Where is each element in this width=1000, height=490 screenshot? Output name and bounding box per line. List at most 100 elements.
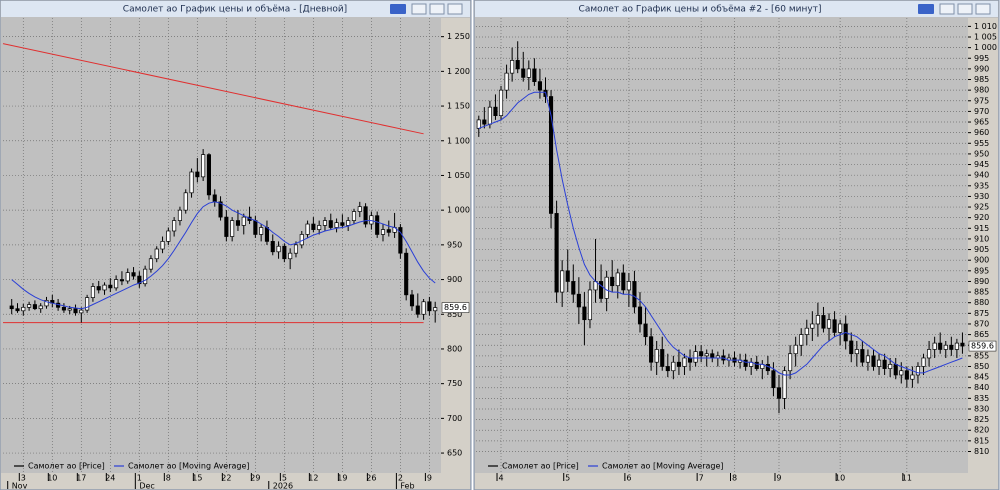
candle-body [493,106,498,117]
x-tick-label: 15 [192,474,202,483]
candle-body [427,301,432,312]
pin-button[interactable] [390,4,406,14]
candle-body [317,225,322,230]
candle-body [860,349,865,363]
candle-body [487,106,492,125]
candle-body [154,248,159,260]
candle-body [305,223,310,235]
candle-body [85,297,90,311]
x-tick-label: 2 [398,474,403,483]
y-tick-label: 840 [974,383,989,392]
y-tick-label: 1 200 [447,67,470,76]
candle-body [172,220,177,232]
y-tick-label: 975 [974,96,989,105]
candle-body [288,252,293,260]
candle-body [899,370,904,376]
candle-body [476,119,481,129]
candle-body [119,279,124,282]
y-tick-label: 1 010 [974,22,997,31]
candle-body [212,194,217,203]
candle-body [821,315,826,329]
candle-body [346,220,351,226]
candle-body [943,344,948,350]
month-label: Nov [12,482,28,490]
candle-body [654,349,659,363]
y-tick-label: 960 [974,128,989,137]
candle-body [166,230,171,242]
candle-body [526,68,531,78]
candle-body [776,387,782,399]
x-tick-label: 24 [105,474,115,483]
close-button[interactable] [975,3,991,15]
y-tick-label: 965 [974,118,989,127]
candle-body [921,357,926,367]
x-tick-label: 10 [835,474,845,483]
time-axis-strip [475,473,998,489]
candle-body [660,349,665,367]
candle-body [421,301,426,315]
candle-body [871,355,876,367]
maximize-button[interactable] [957,3,973,15]
candle-body [782,370,787,399]
candle-body [637,306,643,325]
y-tick-label: 950 [447,240,462,249]
y-tick-label: 810 [974,447,989,456]
candle-body [804,327,809,335]
y-tick-label: 945 [974,160,989,169]
last-price-label: 859.6 [971,342,994,351]
candle-body [699,351,704,357]
legend-label: Самолет ао [Moving Average] [602,462,724,471]
x-tick-label: 29 [250,474,260,483]
trend-line [2,43,424,135]
candle-body [369,215,374,225]
candle-body [311,223,316,230]
minimize-button[interactable] [411,3,427,15]
y-tick-label: 895 [974,266,989,275]
y-tick-label: 850 [447,310,462,319]
close-button[interactable] [447,3,463,15]
candle-body [560,270,565,293]
candle-body [380,229,386,235]
candle-body [482,119,487,125]
price-axis-strip [968,18,998,473]
candle-body [293,244,299,254]
x-tick-label: 12 [308,474,318,483]
candle-body [904,370,909,380]
x-tick-label: 4 [498,474,503,483]
candle-body [865,355,870,363]
candle-body [276,245,281,253]
legend-label: Самолет ао [Moving Average] [128,462,250,471]
minimize-button[interactable] [939,3,955,15]
moving-average-line [478,91,963,376]
pin-button[interactable] [918,4,934,14]
candle-body [38,305,43,310]
candle-body [826,319,832,329]
candle-body [398,227,403,254]
candle-body [888,363,893,369]
y-tick-label: 1 250 [447,32,470,41]
x-tick-label: 5 [282,474,287,483]
candle-body [576,293,581,308]
candle-body [386,229,391,233]
y-tick-label: 920 [974,213,989,222]
candle-body [604,276,609,299]
candle-body [671,361,676,372]
candle-body [710,353,715,359]
candle-body [32,304,37,310]
candle-body [259,227,264,235]
y-tick-label: 750 [447,379,462,388]
y-tick-label: 990 [974,64,989,73]
x-tick-label: 9 [427,474,432,483]
candle-body [235,220,241,226]
y-tick-label: 905 [974,245,989,254]
candle-body [687,357,693,363]
candle-body [108,284,113,289]
candle-body [27,304,32,308]
candle-body [877,359,882,367]
x-tick-label: 11 [902,474,912,483]
candle-body [793,344,798,355]
y-tick-label: 1 000 [447,206,470,215]
candle-body [849,340,854,355]
maximize-button[interactable] [429,3,445,15]
candle-body [682,357,687,367]
